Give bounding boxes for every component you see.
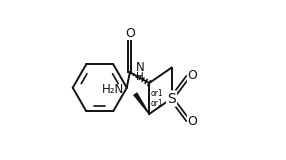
Text: H₂N: H₂N — [102, 83, 124, 96]
Text: or1: or1 — [151, 89, 163, 98]
Text: O: O — [188, 115, 197, 128]
Text: O: O — [125, 27, 135, 40]
Text: O: O — [188, 69, 197, 82]
Text: or1: or1 — [151, 99, 163, 108]
Text: N: N — [136, 61, 145, 74]
Polygon shape — [134, 93, 149, 114]
Text: H: H — [136, 72, 144, 82]
Text: S: S — [167, 92, 176, 106]
